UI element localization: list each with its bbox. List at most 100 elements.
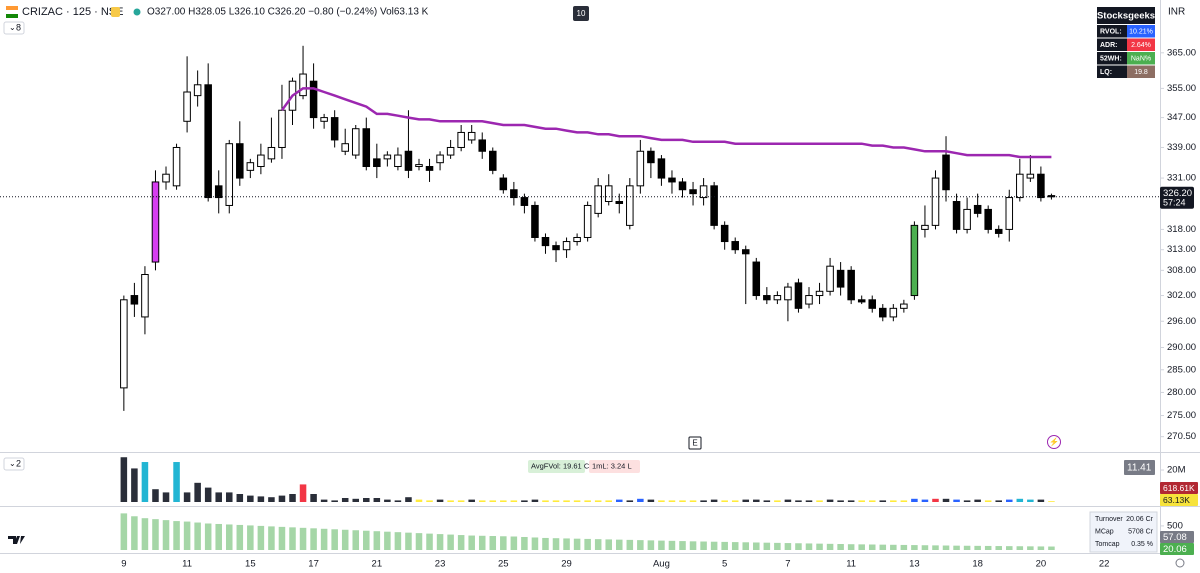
bar	[1016, 498, 1024, 502]
moving-average	[280, 87, 1052, 159]
info-row-label: RVOL:	[1100, 28, 1122, 35]
bar	[131, 468, 138, 502]
x-tick-label: 17	[308, 559, 319, 570]
bar	[521, 500, 528, 502]
bar	[299, 484, 307, 502]
candle-body	[278, 109, 286, 148]
bar	[1006, 546, 1013, 550]
x-tick-label: 11	[182, 559, 192, 570]
bar	[1037, 499, 1045, 502]
indicator-annotation: 1mL: 3.24 L	[592, 461, 632, 470]
bar	[679, 500, 686, 502]
y-tick-label: 275.00	[1167, 410, 1196, 421]
bar	[173, 521, 180, 550]
candle-body	[952, 201, 961, 230]
bar	[742, 542, 750, 550]
candle-body	[900, 303, 908, 309]
candle-body	[531, 204, 539, 238]
candle-body	[141, 274, 149, 318]
candle-body	[162, 173, 170, 183]
info-row-label: ADR:	[1100, 42, 1118, 49]
bar	[531, 537, 539, 550]
bar	[500, 536, 507, 550]
info-row-label-cell	[1097, 38, 1127, 51]
bar	[753, 542, 760, 550]
bar	[668, 540, 676, 550]
bar	[310, 494, 317, 502]
bar	[647, 540, 655, 550]
value-badge	[1160, 543, 1194, 555]
candle-body	[984, 208, 992, 230]
bar	[563, 538, 570, 550]
turnover-table	[1089, 511, 1158, 553]
bar	[868, 544, 876, 550]
candle-body	[351, 128, 360, 156]
bar	[384, 531, 391, 550]
bar	[689, 500, 697, 502]
y-tick-label: 270.50	[1167, 431, 1196, 442]
collapse-button[interactable]	[3, 457, 25, 471]
candle-body	[689, 189, 697, 195]
candle-body	[1016, 173, 1024, 199]
bar	[363, 530, 370, 550]
candle-body	[373, 158, 381, 168]
bar	[584, 538, 591, 550]
candle-body	[857, 299, 866, 303]
bar	[1006, 499, 1013, 502]
bar	[373, 531, 381, 550]
currency[interactable]: INR	[1168, 7, 1185, 18]
x-tick-label: 5	[722, 559, 727, 570]
event-marker[interactable]	[688, 436, 702, 450]
bar	[700, 541, 707, 550]
bar	[963, 500, 971, 502]
value-badge-label: 63.13K	[1163, 495, 1190, 505]
info-row-label-cell	[1097, 52, 1127, 65]
bar	[531, 499, 539, 502]
bar	[489, 536, 497, 550]
market-status	[133, 8, 141, 16]
bar	[1016, 546, 1024, 550]
info-row-label-cell	[1097, 25, 1127, 38]
symbol[interactable]: CRIZAC · 125 · NSE	[22, 6, 123, 18]
bar	[405, 497, 412, 502]
candle-body	[520, 197, 529, 206]
y-tick-label: 331.00	[1167, 173, 1196, 184]
x-tick-label: 7	[785, 559, 790, 570]
candle-body	[879, 307, 887, 318]
value-badge-label: 20.06	[1163, 544, 1187, 555]
bar	[268, 497, 275, 502]
candle-body	[731, 241, 739, 251]
candle-body	[457, 131, 465, 148]
candle-body	[204, 84, 212, 199]
bar	[710, 541, 718, 550]
candle-body	[784, 286, 792, 301]
bar	[447, 534, 454, 550]
y-tick-label: 313.00	[1167, 244, 1196, 255]
candle-body	[236, 143, 244, 179]
bar	[763, 542, 771, 550]
bar	[363, 498, 370, 502]
badge-icon	[111, 7, 120, 17]
y-tick-label: 347.00	[1167, 112, 1196, 123]
candle-body	[910, 224, 919, 297]
candle-body	[615, 201, 624, 204]
dividend-marker[interactable]	[1047, 435, 1061, 449]
interval-badge[interactable]	[573, 6, 589, 21]
bar	[173, 462, 180, 502]
turnover-row-value: 20.06 Cr	[1126, 516, 1154, 523]
candle-body	[478, 139, 487, 152]
y-tick-label: 302.00	[1167, 290, 1196, 301]
candle-body	[573, 236, 581, 243]
candle-body	[415, 164, 423, 168]
candle-body	[836, 269, 845, 288]
bar	[932, 498, 939, 502]
bar	[131, 516, 138, 550]
bar	[658, 500, 665, 502]
bar	[637, 540, 644, 550]
indicator-annotation-box	[528, 460, 585, 473]
info-row-value: NaN%	[1131, 55, 1151, 62]
settings-icon[interactable]	[1175, 558, 1185, 568]
bar	[774, 500, 781, 502]
collapse-button[interactable]	[3, 21, 25, 35]
bar	[141, 462, 149, 502]
